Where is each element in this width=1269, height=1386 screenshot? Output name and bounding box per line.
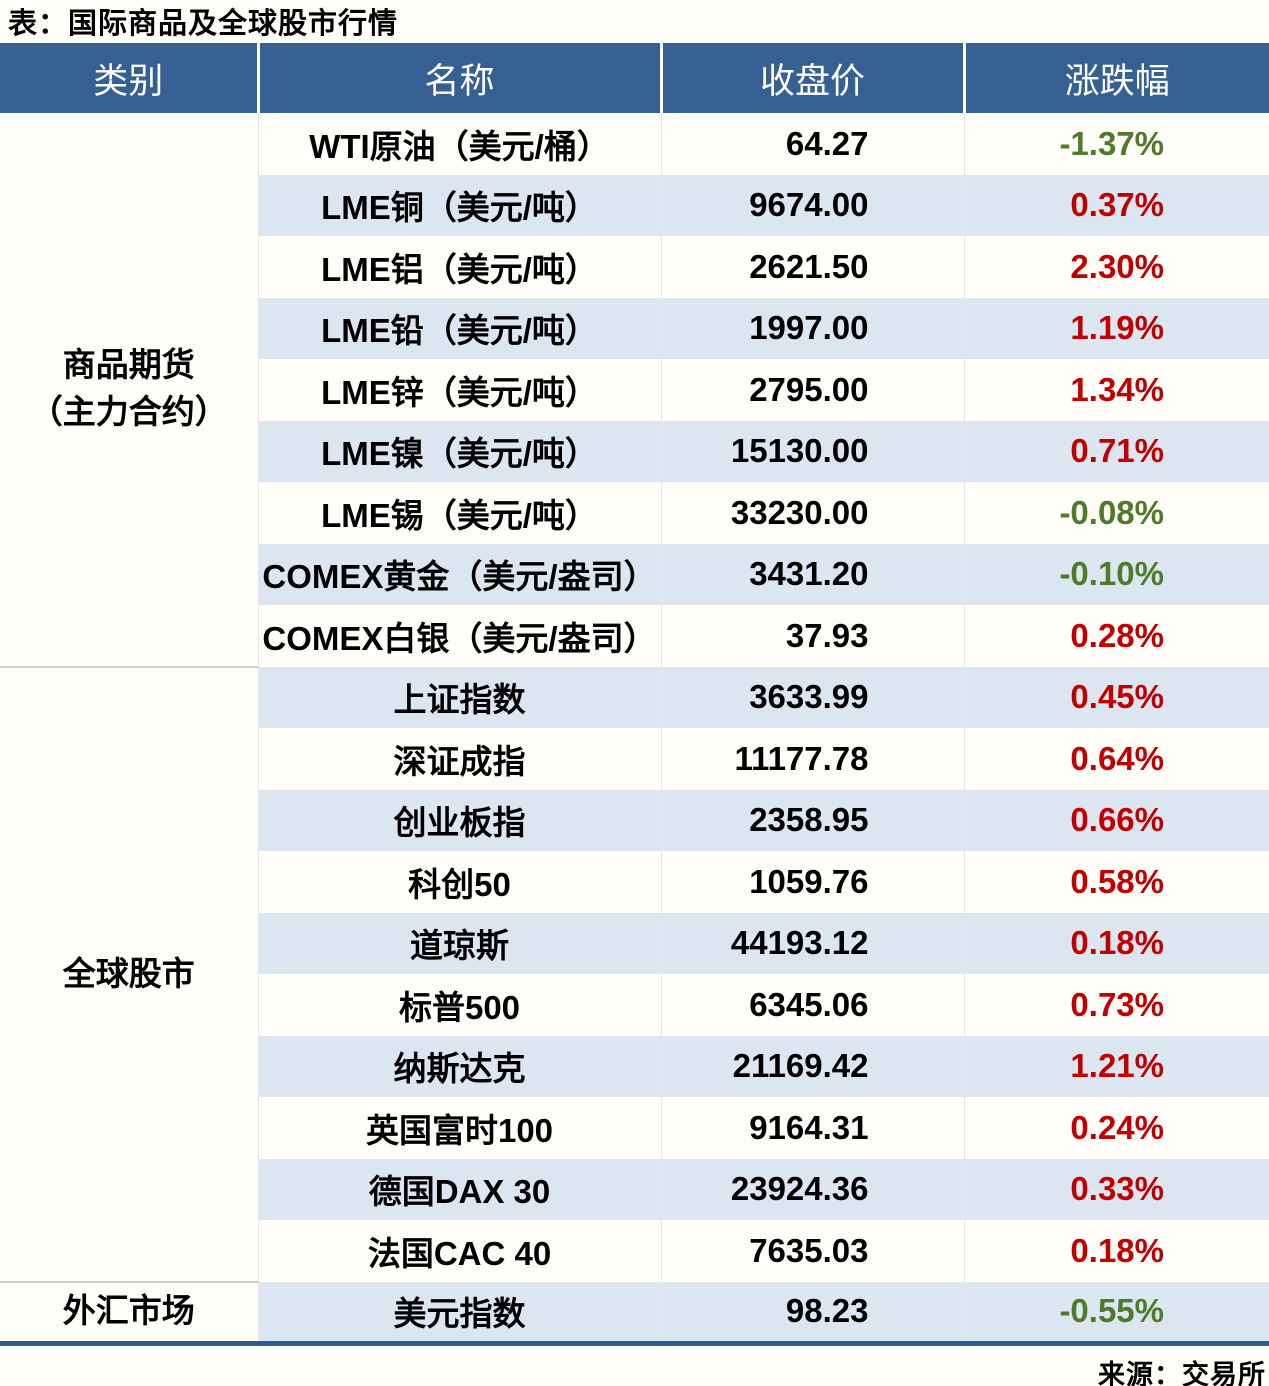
close-price-cell: 9674.00 — [660, 174, 964, 236]
close-price-cell: 7635.03 — [660, 1220, 964, 1282]
table-row: 德国DAX 30 23924.36 0.33% — [0, 1158, 1269, 1220]
close-price-cell: 23924.36 — [660, 1158, 964, 1220]
name-cell: 法国CAC 40 — [257, 1220, 661, 1282]
table-row: 创业板指 2358.95 0.66% — [0, 789, 1269, 851]
name-cell: LME锡（美元/吨） — [257, 482, 661, 544]
close-price-cell: 2621.50 — [660, 236, 964, 298]
close-price-cell: 2358.95 — [660, 789, 964, 851]
table-row: 英国富时100 9164.31 0.24% — [0, 1097, 1269, 1159]
name-cell: LME镍（美元/吨） — [257, 420, 661, 482]
change-percent-cell: 0.71% — [963, 420, 1269, 482]
table-row: LME锡（美元/吨） 33230.00 -0.08% — [0, 482, 1269, 544]
change-percent-cell: -0.10% — [963, 543, 1269, 605]
close-price-cell: 15130.00 — [660, 420, 964, 482]
table-row: LME铜（美元/吨） 9674.00 0.37% — [0, 174, 1269, 236]
close-price-cell: 1059.76 — [660, 851, 964, 913]
table-row: LME铝（美元/吨） 2621.50 2.30% — [0, 236, 1269, 298]
name-cell: COMEX白银（美元/盎司） — [257, 605, 661, 667]
close-price-cell: 21169.42 — [660, 1035, 964, 1097]
change-percent-cell: 0.66% — [963, 789, 1269, 851]
close-price-cell: 3431.20 — [660, 543, 964, 605]
name-cell: 道琼斯 — [257, 912, 661, 974]
table-body: 商品期货 （主力合约） WTI原油（美元/桶） 64.27 -1.37% LME铜（美元… — [0, 113, 1269, 1344]
category-cell: 全球股市 — [0, 666, 258, 1283]
close-price-cell: 1997.00 — [660, 297, 964, 359]
name-cell: 纳斯达克 — [257, 1035, 661, 1097]
table-row: LME镍（美元/吨） 15130.00 0.71% — [0, 420, 1269, 482]
change-percent-cell: 0.18% — [963, 1220, 1269, 1282]
page-title: 表：国际商品及全球股市行情 — [8, 8, 399, 40]
close-price-cell: 64.27 — [660, 113, 964, 175]
close-price-cell: 3633.99 — [660, 666, 964, 728]
category-cell: 商品期货 （主力合约） — [0, 113, 258, 668]
table-row: 标普500 6345.06 0.73% — [0, 974, 1269, 1036]
table-header-row: 类别 名称 收盘价 涨跌幅 — [0, 43, 1269, 113]
table-row: 商品期货 （主力合约） WTI原油（美元/桶） 64.27 -1.37% — [0, 113, 1269, 668]
table-row: COMEX白银（美元/盎司） 37.93 0.28% — [0, 605, 1269, 667]
change-percent-cell: 0.37% — [963, 174, 1269, 236]
close-price-cell: 98.23 — [660, 1281, 964, 1343]
name-cell: WTI原油（美元/桶） — [257, 113, 661, 175]
category-cell: 外汇市场 — [0, 1281, 258, 1344]
col-header-name: 名称 — [256, 43, 661, 113]
table-row: 道琼斯 44193.12 0.18% — [0, 912, 1269, 974]
close-price-cell: 6345.06 — [660, 974, 964, 1036]
table-row: 外汇市场 美元指数 98.23 -0.55% — [0, 1281, 1269, 1344]
name-cell: COMEX黄金（美元/盎司） — [257, 543, 661, 605]
close-price-cell: 33230.00 — [660, 482, 964, 544]
name-cell: 科创50 — [257, 851, 661, 913]
close-price-cell: 9164.31 — [660, 1097, 964, 1159]
change-percent-cell: -1.37% — [963, 113, 1269, 175]
col-header-close: 收盘价 — [659, 43, 964, 113]
change-percent-cell: 0.58% — [963, 851, 1269, 913]
name-cell: 标普500 — [257, 974, 661, 1036]
close-price-cell: 11177.78 — [660, 728, 964, 790]
name-cell: 美元指数 — [257, 1281, 661, 1343]
table-row: LME铅（美元/吨） 1997.00 1.19% — [0, 297, 1269, 359]
close-price-cell: 2795.00 — [660, 359, 964, 421]
change-percent-cell: 0.45% — [963, 666, 1269, 728]
name-cell: 上证指数 — [257, 666, 661, 728]
close-price-cell: 44193.12 — [660, 912, 964, 974]
name-cell: 创业板指 — [257, 789, 661, 851]
col-header-change: 涨跌幅 — [962, 43, 1269, 113]
change-percent-cell: -0.55% — [963, 1281, 1269, 1343]
name-cell: 深证成指 — [257, 728, 661, 790]
name-cell: LME锌（美元/吨） — [257, 359, 661, 421]
table-row: COMEX黄金（美元/盎司） 3431.20 -0.10% — [0, 543, 1269, 605]
close-price-cell: 37.93 — [660, 605, 964, 667]
change-percent-cell: 0.24% — [963, 1097, 1269, 1159]
change-percent-cell: 1.21% — [963, 1035, 1269, 1097]
table-row: 法国CAC 40 7635.03 0.18% — [0, 1220, 1269, 1282]
table-row: 科创50 1059.76 0.58% — [0, 851, 1269, 913]
name-cell: LME铅（美元/吨） — [257, 297, 661, 359]
col-header-category: 类别 — [0, 43, 258, 113]
change-percent-cell: 0.64% — [963, 728, 1269, 790]
change-percent-cell: 1.34% — [963, 359, 1269, 421]
name-cell: 英国富时100 — [257, 1097, 661, 1159]
source-caption: 来源：交易所 — [1098, 1359, 1266, 1386]
change-percent-cell: 0.28% — [963, 605, 1269, 667]
name-cell: 德国DAX 30 — [257, 1158, 661, 1220]
change-percent-cell: 1.19% — [963, 297, 1269, 359]
table-row: LME锌（美元/吨） 2795.00 1.34% — [0, 359, 1269, 421]
name-cell: LME铝（美元/吨） — [257, 236, 661, 298]
change-percent-cell: 2.30% — [963, 236, 1269, 298]
table-row: 全球股市 上证指数 3633.99 0.45% — [0, 666, 1269, 1283]
change-percent-cell: 0.73% — [963, 974, 1269, 1036]
change-percent-cell: 0.18% — [963, 912, 1269, 974]
change-percent-cell: 0.33% — [963, 1158, 1269, 1220]
change-percent-cell: -0.08% — [963, 482, 1269, 544]
market-quotes-table: 类别 名称 收盘价 涨跌幅 商品期货 （主力合约） WTI原油（美元/桶） 64.2… — [0, 43, 1269, 1346]
name-cell: LME铜（美元/吨） — [257, 174, 661, 236]
table-row: 深证成指 11177.78 0.64% — [0, 728, 1269, 790]
table-row: 纳斯达克 21169.42 1.21% — [0, 1035, 1269, 1097]
